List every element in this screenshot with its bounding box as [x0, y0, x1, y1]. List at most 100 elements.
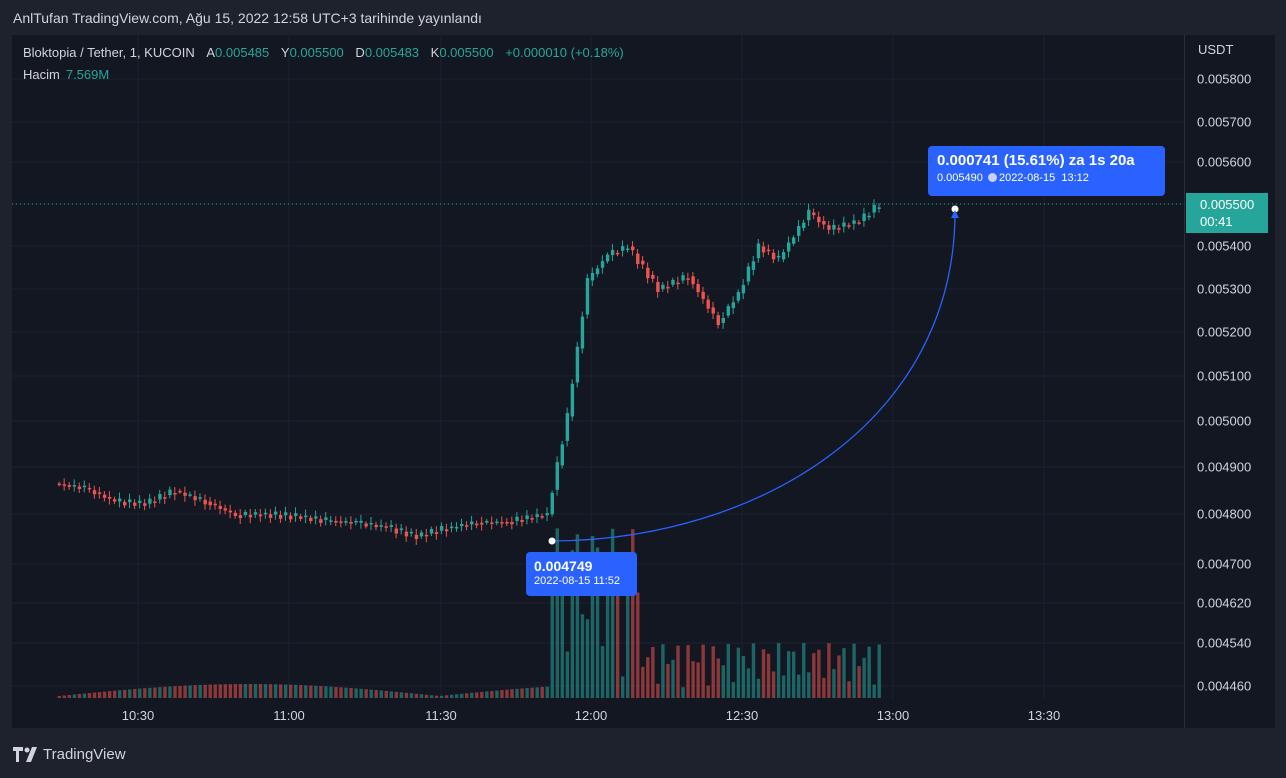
volume-bar	[470, 692, 474, 698]
volume-bar	[294, 684, 298, 698]
volume-bar	[641, 666, 645, 698]
volume-bar	[696, 662, 700, 698]
volume-bar	[520, 688, 524, 698]
price-tick-label: 0.005700	[1197, 114, 1252, 130]
volume-bar	[454, 694, 459, 698]
volume-bar	[369, 689, 373, 698]
candle-body	[117, 498, 122, 502]
candle-body	[188, 494, 192, 496]
volume-bar	[324, 686, 328, 698]
candle-body	[696, 284, 700, 293]
candle-body	[525, 515, 529, 520]
volume-bar	[500, 690, 504, 698]
tradingview-brand[interactable]: TradingView	[13, 746, 126, 763]
candle-body	[248, 514, 253, 518]
candle-body	[112, 499, 117, 502]
candle-body	[711, 307, 715, 314]
last-price-value: 0.005500	[1200, 197, 1255, 212]
candle-body	[867, 215, 871, 218]
price-tick-label: 0.004700	[1197, 556, 1252, 572]
candle-body	[304, 515, 308, 518]
candle-body	[460, 524, 464, 527]
price-tick-label: 0.004620	[1197, 595, 1252, 611]
candle-body	[429, 529, 434, 534]
candle-body	[77, 486, 82, 490]
candle-body	[570, 383, 575, 417]
volume-bar	[359, 688, 363, 698]
candle-body	[309, 517, 313, 522]
volume-bar	[404, 692, 409, 698]
volume-bar	[178, 685, 182, 698]
volume-bar	[92, 692, 97, 698]
candle-body	[857, 222, 861, 224]
close-value: 0.005500	[439, 45, 494, 60]
candle-body	[128, 499, 132, 503]
candle-body	[419, 532, 424, 537]
candle-body	[686, 278, 690, 280]
candle-body	[133, 502, 137, 506]
candle-body	[364, 523, 368, 527]
candle-body	[817, 216, 821, 223]
start-price: 0.004749	[534, 558, 593, 574]
volume-bar	[580, 614, 585, 698]
candle-body	[565, 413, 570, 441]
volume-bar	[716, 658, 720, 698]
volume-bar	[87, 693, 92, 698]
candle-body	[822, 221, 826, 225]
volume-bar	[776, 643, 781, 698]
candle-body	[731, 302, 736, 309]
symbol-name[interactable]: Bloktopia / Tether, 1, KUCOIN	[23, 45, 195, 60]
candle-body	[837, 228, 841, 230]
candle-body	[641, 260, 645, 265]
candle-body	[615, 252, 620, 255]
candle-body	[872, 204, 876, 213]
price-tick-label: 0.005800	[1197, 71, 1252, 87]
start-datetime: 2022-08-15 11:52	[534, 575, 621, 587]
candle-body	[138, 500, 142, 503]
candle-body	[449, 526, 454, 529]
candle-body	[283, 512, 288, 516]
candle-body	[626, 248, 630, 250]
candle-body	[620, 246, 625, 251]
volume-bar	[535, 687, 539, 698]
candle-body	[263, 512, 268, 515]
candle-body	[515, 516, 519, 521]
price-axis[interactable]	[1184, 35, 1275, 728]
volume-bar	[530, 687, 534, 698]
projection-end-callout[interactable]: 0.000741 (15.61%) za 1s 20a 0.005490 202…	[928, 146, 1165, 196]
volume-bar	[434, 695, 439, 698]
candle-body	[651, 274, 655, 279]
volume-bar	[374, 690, 378, 698]
candle-body	[198, 497, 202, 499]
projection-start-callout[interactable]: 0.004749 2022-08-15 11:52	[526, 552, 637, 596]
volume-bar	[208, 684, 212, 698]
candle-body	[178, 490, 182, 493]
candle-body	[374, 524, 378, 528]
candle-body	[223, 508, 228, 511]
volume-bar	[807, 672, 811, 698]
candle-body	[349, 522, 353, 524]
candle-body	[676, 282, 680, 285]
volume-bar	[188, 685, 192, 698]
volume-bar	[731, 682, 736, 698]
currency-label[interactable]: USDT	[1198, 42, 1234, 57]
volume-bar	[766, 653, 771, 698]
close-label: K	[430, 45, 440, 60]
candle-body	[505, 522, 509, 524]
candle-body	[827, 225, 831, 230]
volume-label[interactable]: Hacim	[23, 67, 60, 82]
candle-body	[92, 490, 97, 495]
time-tick-label: 11:30	[425, 708, 457, 723]
volume-bar	[761, 649, 766, 698]
candle-body	[389, 525, 393, 527]
candle-body	[716, 315, 720, 326]
volume-bar	[585, 619, 590, 698]
volume-bar	[495, 690, 499, 698]
volume-bar	[112, 690, 117, 698]
candle-body	[424, 534, 429, 537]
candle-body	[57, 483, 62, 486]
volume-bar	[515, 688, 519, 698]
candle-body	[193, 496, 197, 501]
volume-bar	[183, 685, 187, 698]
